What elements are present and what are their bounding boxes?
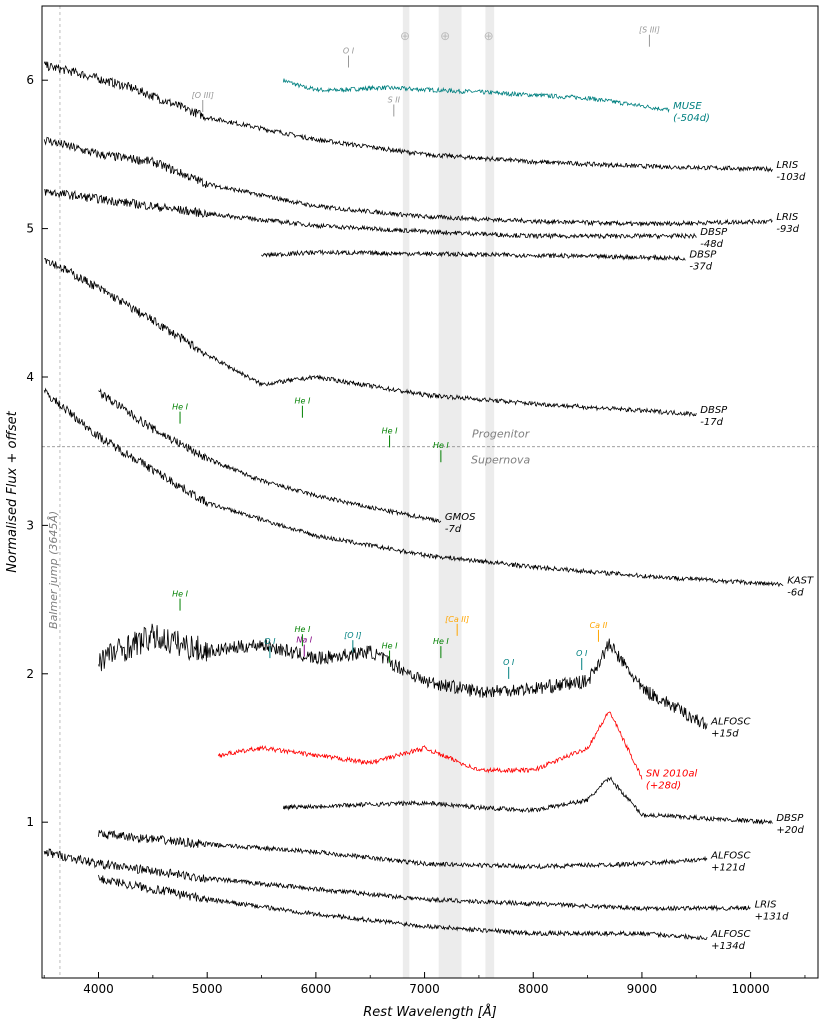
spectrum-label-epoch: (-504d) xyxy=(673,113,710,124)
line-id-label: [S III] xyxy=(639,26,660,35)
spectrum-sn-2010al-9 xyxy=(217,711,643,780)
telluric-band-1 xyxy=(438,6,462,978)
telluric-symbol-1: ⊕ xyxy=(440,29,450,43)
spectrum-lris-1 xyxy=(43,60,773,173)
line-id-label: S II xyxy=(388,95,401,104)
spectrum-label-name: GMOS xyxy=(445,512,476,523)
spectrum-label-name: LRIS xyxy=(776,160,798,171)
supernova-label: Supernova xyxy=(471,454,530,467)
spectrum-label-epoch: -37d xyxy=(689,261,712,272)
spectrum-kast-7 xyxy=(43,387,784,588)
spectrum-label-epoch: -6d xyxy=(787,588,804,599)
line-id-label: He I xyxy=(294,397,310,406)
y-tick-label: 2 xyxy=(26,667,34,681)
x-axis-title: Rest Wavelength [Å] xyxy=(363,1004,496,1020)
x-tick-label: 6000 xyxy=(301,982,332,996)
line-id-label: He I xyxy=(172,403,188,412)
spectrum-label-epoch: -93d xyxy=(776,224,799,235)
spectrum-alfosc-11 xyxy=(98,829,708,870)
spectrum-dbsp-10 xyxy=(282,776,773,825)
spectrum-label-epoch: (+28d) xyxy=(646,781,681,792)
y-tick-label: 4 xyxy=(26,370,34,384)
y-tick-label: 1 xyxy=(26,815,34,829)
y-tick-label: 3 xyxy=(26,518,34,532)
line-id-label: O I xyxy=(343,46,355,55)
spectrum-label-name: ALFOSC xyxy=(710,717,750,728)
x-tick-label: 5000 xyxy=(192,982,223,996)
spectrum-label-name: LRIS xyxy=(776,212,798,223)
x-tick-label: 9000 xyxy=(627,982,658,996)
line-id-label: O I xyxy=(503,658,515,667)
progenitor-label: Progenitor xyxy=(472,428,531,441)
spectrum-muse-0 xyxy=(282,78,670,113)
line-id-label: He I xyxy=(433,637,449,646)
spectrum-label-epoch: -17d xyxy=(700,417,723,428)
line-id-label: O I xyxy=(264,637,276,646)
spectrum-labels: MUSE(-504d)LRIS-103dLRIS-93dDBSP-48dDBSP… xyxy=(445,101,814,952)
line-annotations: [O III] O I S II [S III] He I He I He I He I He … xyxy=(172,26,660,679)
spectrum-dbsp-3 xyxy=(44,189,697,240)
spectrum-label-epoch: -103d xyxy=(776,172,806,183)
spectrum-label-epoch: +121d xyxy=(711,862,745,873)
spectrum-label-name: SN 2010al xyxy=(646,769,698,780)
y-tick-label: 6 xyxy=(26,73,34,87)
spectrum-alfosc-8 xyxy=(98,623,708,730)
telluric-band-0 xyxy=(402,6,410,978)
telluric-symbol-2: ⊕ xyxy=(484,29,494,43)
spectrum-label-name: MUSE xyxy=(673,101,702,112)
spectrum-label-name: DBSP xyxy=(689,249,717,260)
x-axis: 4000 5000 6000 7000 8000 9000 10000 xyxy=(43,972,806,996)
spectrum-label-name: KAST xyxy=(787,576,814,587)
line-id-label: O I xyxy=(576,649,588,658)
line-id-label: He I xyxy=(382,642,398,651)
y-tick-label: 5 xyxy=(26,222,34,236)
line-id-label: He I xyxy=(433,441,449,450)
spectrum-alfosc-13 xyxy=(98,874,708,941)
spectrum-label-name: DBSP xyxy=(700,227,728,238)
line-id-label: He I xyxy=(382,426,398,435)
spectrum-label-name: LRIS xyxy=(755,899,777,910)
balmer-jump-label: Balmer jump (3645Å) xyxy=(47,511,60,629)
spectrum-gmos-6 xyxy=(98,388,442,523)
x-tick-label: 7000 xyxy=(409,982,440,996)
x-tick-label: 4000 xyxy=(83,982,114,996)
spectrum-dbsp-4 xyxy=(261,249,686,262)
spectra xyxy=(43,60,784,941)
line-id-label: Ca II xyxy=(590,621,608,630)
spectrum-label-epoch: -48d xyxy=(700,239,723,250)
y-axis-title: Normalised Flux + offset xyxy=(5,410,20,572)
line-id-label: He I xyxy=(172,590,188,599)
x-tick-label: 8000 xyxy=(518,982,549,996)
telluric-symbol-0: ⊕ xyxy=(400,29,410,43)
spectrum-lris-12 xyxy=(43,847,751,912)
spectrum-label-epoch: +134d xyxy=(711,941,745,952)
y-axis: 1 2 3 4 5 6 xyxy=(26,73,48,829)
spectrum-label-epoch: +20d xyxy=(776,825,804,836)
telluric-symbols: ⊕ ⊕ ⊕ xyxy=(400,29,494,43)
spectrum-lris-2 xyxy=(43,136,773,227)
line-id-label: [O III] xyxy=(192,91,214,100)
line-id-label: Na I xyxy=(296,636,312,645)
spectrum-label-name: ALFOSC xyxy=(710,850,750,861)
spectrum-label-epoch: +131d xyxy=(755,911,789,922)
spectrum-label-epoch: -7d xyxy=(445,524,462,535)
telluric-bands xyxy=(402,6,495,978)
spectrum-label-name: DBSP xyxy=(776,813,804,824)
spectrum-label-epoch: +15d xyxy=(711,729,739,740)
x-tick-label: 10000 xyxy=(732,982,770,996)
spectrum-label-name: DBSP xyxy=(700,405,728,416)
line-id-label: [Ca II] xyxy=(445,615,469,624)
line-id-label: He I xyxy=(294,625,310,634)
spectrum-label-name: ALFOSC xyxy=(710,929,750,940)
plot-frame xyxy=(41,5,819,979)
spectrum-dbsp-5 xyxy=(43,258,697,418)
telluric-band-2 xyxy=(485,6,495,978)
line-id-label: [O I] xyxy=(344,631,361,640)
